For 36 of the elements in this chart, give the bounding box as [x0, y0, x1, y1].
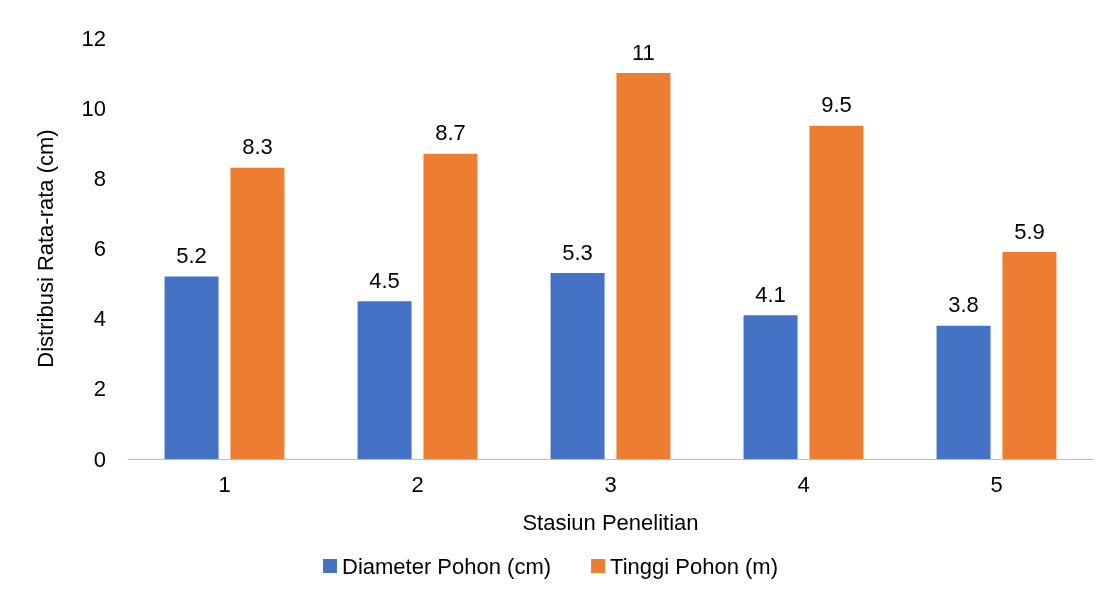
- x-tick-label: 4: [797, 471, 810, 497]
- bar: [357, 301, 412, 459]
- x-tick-label: 2: [411, 471, 424, 497]
- data-label: 5.2: [176, 243, 207, 269]
- legend-label: Diameter Pohon (cm): [342, 553, 552, 579]
- data-label: 3.8: [948, 292, 979, 318]
- data-label: 9.5: [821, 92, 852, 118]
- y-tick-label: 8: [93, 165, 106, 191]
- bar: [230, 167, 285, 459]
- data-label: 5.3: [562, 239, 593, 265]
- legend-label: Tinggi Pohon (m): [610, 553, 778, 579]
- y-tick-label: 0: [93, 446, 106, 472]
- bar: [936, 325, 991, 459]
- x-tick-label: 5: [990, 471, 1003, 497]
- bar: [423, 153, 478, 459]
- bar: [743, 315, 798, 459]
- data-label: 8.7: [435, 120, 466, 146]
- bar: [164, 276, 219, 459]
- data-label: 4.1: [755, 281, 786, 307]
- data-label: 8.3: [242, 134, 273, 160]
- x-axis-title: Stasiun Penelitian: [522, 509, 699, 535]
- bar: [1002, 252, 1057, 459]
- y-axis-title: Distribusi Rata-rata (cm): [32, 129, 58, 368]
- y-tick-label: 2: [93, 376, 106, 402]
- bar: [550, 273, 605, 459]
- x-tick-label: 1: [218, 471, 231, 497]
- y-tick-label: 6: [93, 236, 106, 261]
- bar: [809, 125, 864, 459]
- x-tick-label: 3: [604, 471, 617, 497]
- data-label: 5.9: [1014, 218, 1045, 244]
- y-tick-label: 10: [81, 95, 106, 121]
- data-label: 4.5: [369, 267, 400, 293]
- y-tick-label: 12: [81, 25, 106, 51]
- data-label: 11: [632, 39, 655, 65]
- y-tick-label: 4: [93, 306, 106, 332]
- bar: [616, 73, 671, 459]
